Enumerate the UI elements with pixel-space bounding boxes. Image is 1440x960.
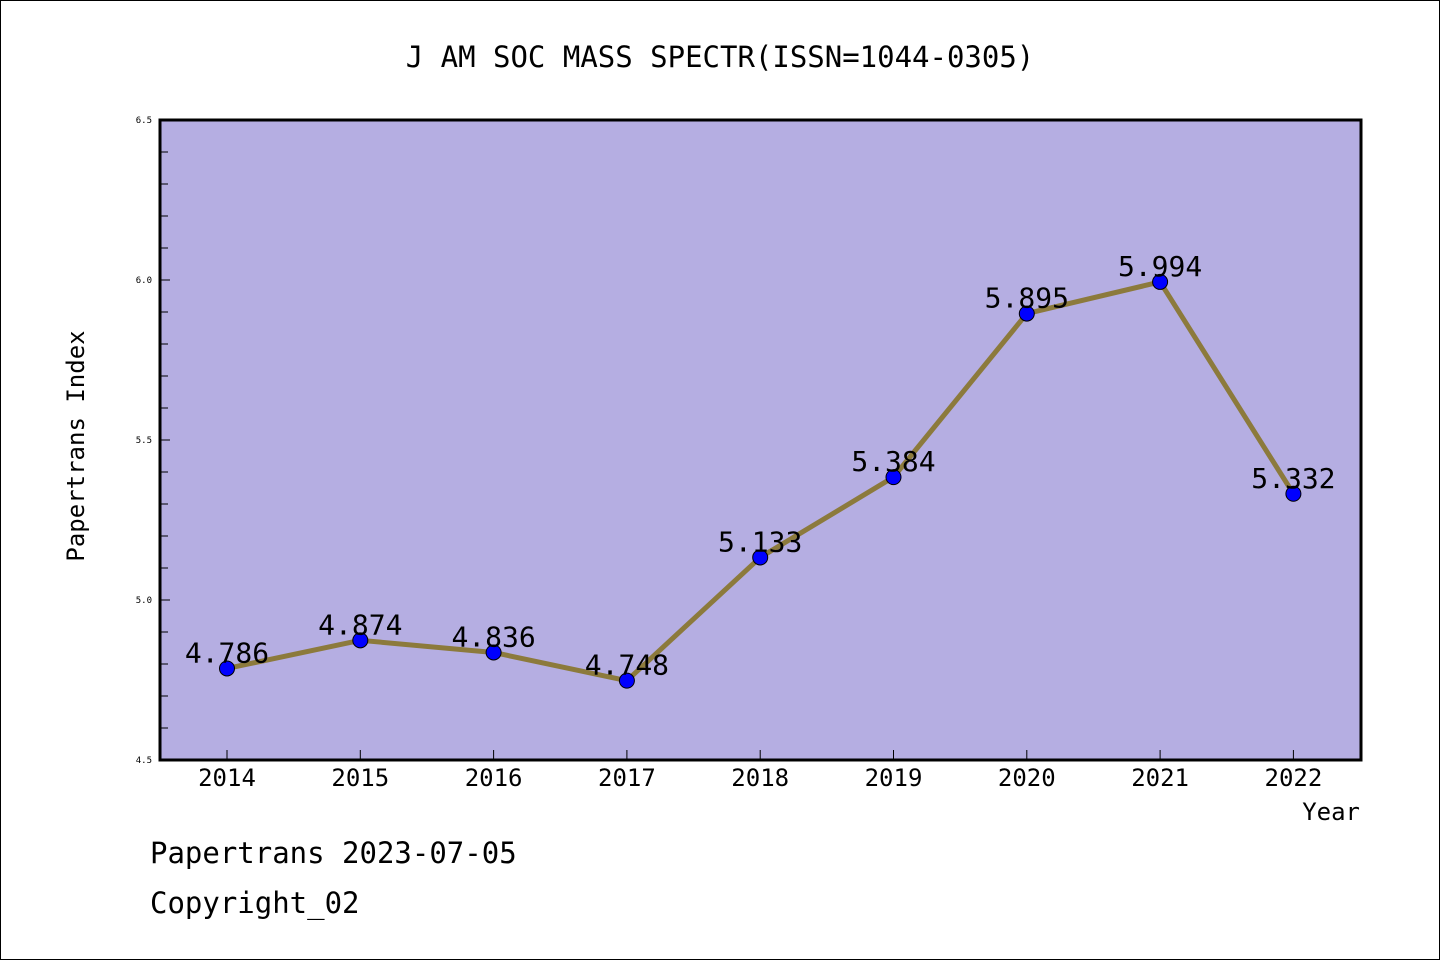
x-axis: 2014 2015 2016 2017 2018 2019 2020 2021 2022 — [198, 750, 1322, 792]
y-tick-label: 6.5 — [136, 116, 152, 126]
footer-copyright: Copyright_02 — [150, 886, 360, 920]
plot-area — [158, 118, 1363, 762]
data-point — [1285, 485, 1302, 502]
data-label: 4.786 — [185, 636, 269, 669]
data-label: 5.384 — [851, 445, 935, 478]
data-label: 4.748 — [585, 649, 669, 682]
data-point — [1152, 273, 1169, 290]
y-tick-label: 5.0 — [136, 596, 152, 606]
x-tick-label: 2020 — [998, 764, 1056, 792]
data-point — [885, 469, 902, 486]
x-tick-label: 2015 — [331, 764, 389, 792]
data-point — [485, 644, 502, 661]
y-tick-label: 6.0 — [136, 276, 152, 286]
x-tick-label: 2019 — [865, 764, 923, 792]
data-label: 5.895 — [985, 282, 1069, 315]
data-point — [352, 632, 369, 649]
data-point — [752, 549, 769, 566]
y-tick-label: 5.5 — [136, 436, 152, 446]
data-point — [1018, 305, 1035, 322]
x-axis-label: Year — [1302, 798, 1360, 826]
data-label: 4.874 — [318, 608, 402, 641]
footer-date: Papertrans 2023-07-05 — [150, 836, 517, 870]
x-tick-label: 2021 — [1131, 764, 1189, 792]
data-label: 4.836 — [451, 620, 535, 653]
x-tick-label: 2017 — [598, 764, 656, 792]
data-labels: 4.786 4.874 4.836 4.748 5.133 5.384 5.895 5.994… — [185, 250, 1336, 682]
data-point — [618, 672, 635, 689]
y-axis: 4.5 5.0 5.5 6.0 6.5 — [136, 116, 170, 766]
y-tick-label: 4.5 — [136, 756, 152, 766]
data-label: 5.332 — [1251, 462, 1335, 495]
chart-title: J AM SOC MASS SPECTR(ISSN=1044-0305) — [406, 40, 1035, 74]
x-tick-label: 2016 — [465, 764, 523, 792]
x-tick-label: 2022 — [1265, 764, 1323, 792]
data-point — [219, 660, 235, 677]
x-tick-label: 2018 — [731, 764, 789, 792]
series-markers — [219, 273, 1302, 689]
y-axis-label: Papertrans Index — [62, 330, 90, 561]
data-label: 5.994 — [1118, 250, 1202, 283]
data-label: 5.133 — [718, 525, 802, 558]
x-tick-label: 2014 — [198, 764, 256, 792]
